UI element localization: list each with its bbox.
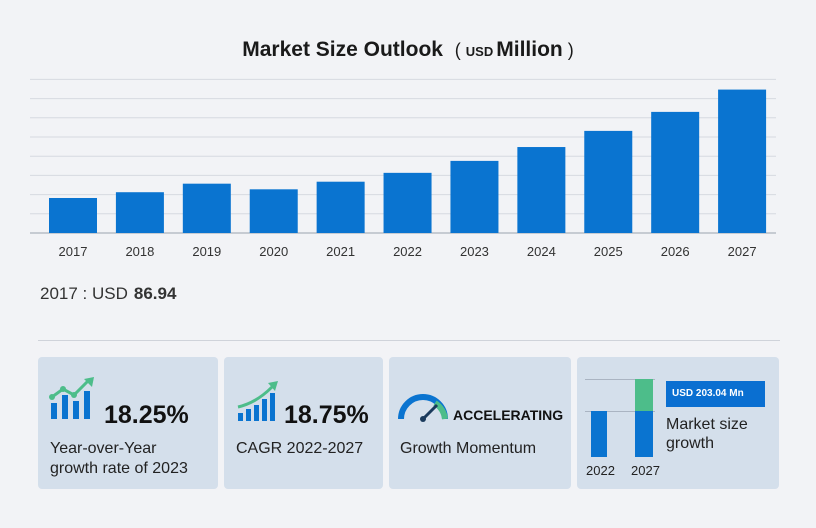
- market-label-line2: growth: [666, 435, 715, 452]
- base-year-amount: 86.94: [133, 284, 177, 303]
- x-tick-label: 2017: [59, 244, 88, 259]
- bar-2022: [383, 172, 432, 233]
- bar-2025: [584, 130, 633, 233]
- x-tick-label: 2027: [728, 244, 757, 259]
- x-tick-label: 2025: [594, 244, 623, 259]
- bar-2026: [651, 111, 700, 233]
- mini-year-start: 2022: [586, 463, 615, 478]
- chart-title-text: Market Size Outlook: [242, 38, 443, 61]
- momentum-label: Growth Momentum: [400, 440, 537, 457]
- bar-2018: [115, 192, 164, 233]
- chart-x-tick-labels: 2017 2018 2019 2020 2021 2022 2023 2024 2025 2026…: [59, 244, 757, 259]
- x-tick-label: 2026: [661, 244, 690, 259]
- x-tick-label: 2019: [192, 244, 221, 259]
- market-growth-card: 2022 2027 USD 203.04 Mn Market size grow…: [577, 357, 779, 489]
- x-tick-label: 2018: [125, 244, 154, 259]
- yoy-label-line2: growth rate of 2023: [50, 460, 188, 477]
- unit-scale: Million: [496, 38, 563, 61]
- x-tick-label: 2024: [527, 244, 556, 259]
- chart-bars: [49, 89, 767, 233]
- bar-2021: [316, 181, 365, 233]
- mini-chart-gridline: [585, 379, 655, 380]
- cagr-label: CAGR 2022-2027: [236, 440, 364, 457]
- momentum-card: ACCELERATING Growth Momentum: [389, 357, 571, 489]
- bar-2027: [718, 89, 767, 233]
- speedometer-icon: [398, 394, 448, 422]
- mini-bar-start: [591, 411, 607, 457]
- cagr-value: 18.75%: [284, 401, 369, 429]
- unit-currency: USD: [465, 44, 494, 59]
- mini-chart-gridline: [585, 411, 655, 412]
- mini-bar-end-base: [635, 411, 653, 457]
- yoy-growth-card: 18.25% Year-over-Year growth rate of 202…: [38, 357, 218, 489]
- x-tick-label: 2022: [393, 244, 422, 259]
- market-size-bar-chart: 2017 2018 2019 2020 2021 2022 2023 2024 2025 2026…: [30, 78, 776, 259]
- base-year-value: 2017 : USD 86.94: [40, 284, 176, 304]
- yoy-value: 18.25%: [104, 401, 189, 429]
- x-tick-label: 2020: [259, 244, 288, 259]
- bar-2017: [49, 197, 97, 233]
- bar-2019: [182, 183, 231, 233]
- cagr-card: 18.75% CAGR 2022-2027: [224, 357, 383, 489]
- mini-year-end: 2027: [631, 463, 660, 478]
- rising-bars-icon: [237, 381, 278, 421]
- yoy-label-line1: Year-over-Year: [50, 440, 157, 457]
- base-year-label: 2017 : USD: [40, 284, 128, 303]
- x-tick-label: 2021: [326, 244, 355, 259]
- chart-unit: ( USD Million ): [454, 38, 574, 61]
- section-divider: [38, 340, 780, 341]
- chart-title: Market Size Outlook ( USD Million ): [0, 38, 816, 62]
- x-tick-label: 2023: [460, 244, 489, 259]
- bar-2024: [517, 147, 566, 233]
- bar-2020: [249, 189, 298, 233]
- growth-amount-badge: USD 203.04 Mn: [666, 381, 765, 407]
- mini-bar-end-growth: [635, 379, 653, 411]
- growth-chart-icon: [49, 377, 94, 419]
- market-label-line1: Market size: [666, 416, 748, 433]
- momentum-value: ACCELERATING: [453, 407, 564, 423]
- bar-2023: [450, 160, 499, 233]
